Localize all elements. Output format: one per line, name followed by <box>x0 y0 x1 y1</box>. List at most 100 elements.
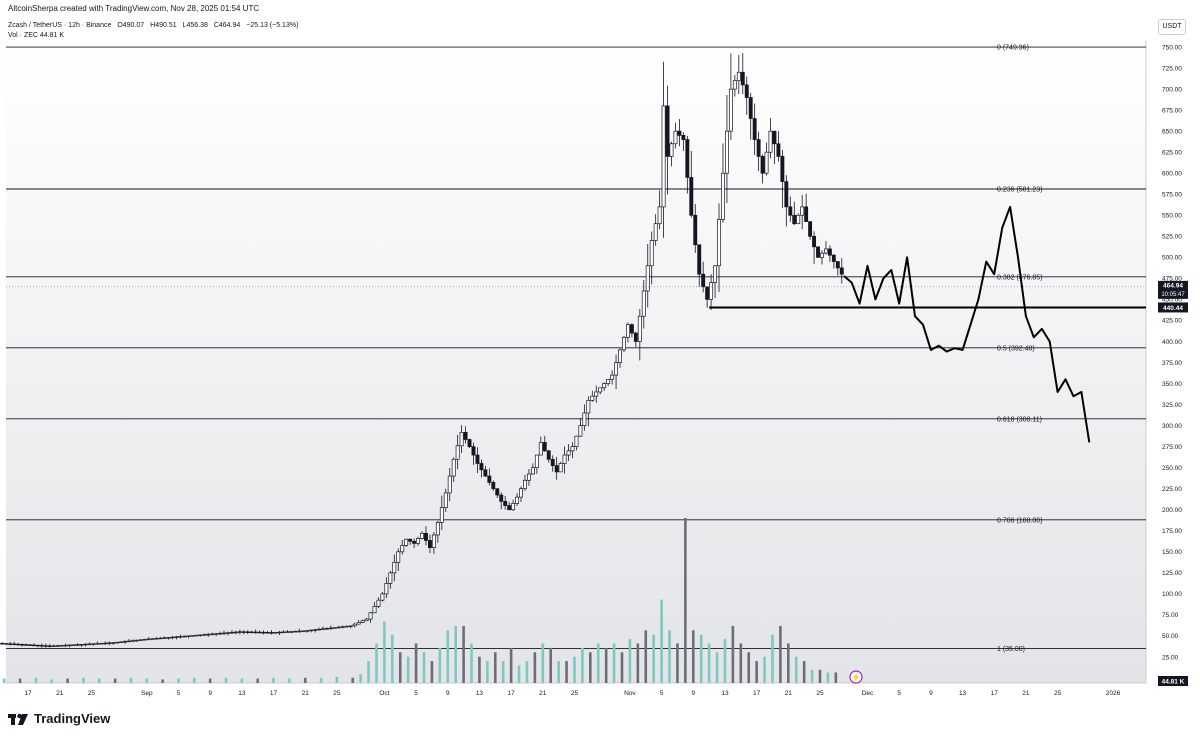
volume-bar <box>319 677 323 683</box>
candle-body <box>839 267 844 275</box>
time-tick-label: 2026 <box>1106 690 1121 697</box>
support-price-tag <box>1158 302 1188 313</box>
volume-bar <box>129 677 133 683</box>
price-tick-label: 125.00 <box>1162 570 1182 577</box>
volume-bar <box>581 647 584 683</box>
volume-bar <box>644 630 648 683</box>
volume-bar <box>771 634 774 683</box>
volume-bar <box>82 677 85 683</box>
volume-bar <box>589 652 592 683</box>
volume-bar <box>272 677 275 683</box>
candle-body <box>665 105 670 157</box>
candle-body <box>20 643 25 646</box>
candle-body <box>336 626 341 629</box>
candle-body <box>800 206 805 216</box>
time-tick-label: 17 <box>270 690 278 697</box>
time-tick-label: 9 <box>446 690 450 697</box>
time-axis[interactable]: 17 21 25 Sep 5 9 13 17 21 25 Oct 5 9 13 17 21 25 Nov 5 9 13 1… <box>24 690 1120 697</box>
candle-body <box>115 641 120 644</box>
volume-bar <box>462 625 465 683</box>
candle-body <box>550 458 555 466</box>
open-value: O490.07 <box>117 22 145 29</box>
candle-body <box>95 643 100 645</box>
candle-body <box>542 442 547 452</box>
candle-body <box>309 629 314 632</box>
candle-body <box>111 642 116 644</box>
candle-body <box>412 540 417 544</box>
candle-body <box>661 105 666 208</box>
tradingview-logo[interactable]: TradingView <box>8 711 110 726</box>
candle-body <box>756 139 761 157</box>
candle-body <box>439 507 444 523</box>
volume-bar <box>161 679 164 683</box>
candle-body <box>107 642 112 645</box>
candle-body <box>0 642 5 645</box>
price-tick-label: 400.00 <box>1162 339 1182 346</box>
candle-body <box>637 315 642 342</box>
candle-body <box>202 634 207 636</box>
volume-bar <box>707 643 711 683</box>
time-tick-label: 13 <box>476 690 484 697</box>
candle-body <box>154 638 159 640</box>
candle-body <box>91 643 96 645</box>
close-value: C464.94 <box>213 22 241 29</box>
price-tick-label: 600.00 <box>1162 171 1182 178</box>
volume-bar <box>763 656 766 683</box>
volume-bar <box>660 599 663 683</box>
candle-body <box>788 206 793 216</box>
time-tick-label: 9 <box>691 690 695 697</box>
candle-body <box>261 631 266 634</box>
lightning-badge-circle[interactable] <box>849 670 863 684</box>
candle-body <box>451 458 456 477</box>
price-tick-label: 675.00 <box>1162 107 1182 114</box>
time-tick-label: 21 <box>302 690 310 697</box>
time-tick-label: 13 <box>721 690 729 697</box>
candle-body <box>99 642 104 645</box>
volume-bar <box>739 643 743 683</box>
candle-body <box>127 640 131 643</box>
price-tick-label: 175.00 <box>1162 528 1182 535</box>
symbol-title[interactable]: Zcash / TetherUS · 12h · Binance <box>8 22 112 29</box>
candle-body <box>724 130 729 174</box>
candle-body <box>808 221 813 237</box>
time-tick-label: 5 <box>660 690 664 697</box>
volume-tag <box>1158 676 1188 686</box>
candle-body <box>269 632 274 634</box>
candle-body <box>67 644 72 647</box>
candle-body <box>424 532 428 541</box>
price-tick-label: 50.00 <box>1162 633 1179 640</box>
candle-body <box>4 643 9 645</box>
candle-body <box>344 625 349 628</box>
candle-body <box>776 143 781 157</box>
fib-retracement[interactable]: 0 (749.96)0.236 (581.23)0.382 (476.85)0.… <box>6 45 1146 653</box>
forecast-drawing[interactable] <box>843 205 1091 443</box>
candle-body <box>404 538 409 546</box>
candle-body <box>721 172 725 220</box>
candle-body <box>340 626 345 628</box>
candle-body <box>317 628 322 631</box>
time-tick-label: 17 <box>24 690 32 697</box>
candle-body <box>827 248 832 256</box>
price-axis[interactable]: 750.00 725.00 700.00 675.00 650.00 625.00 600.… <box>1162 44 1182 682</box>
candle-body <box>728 88 733 132</box>
volume-bar <box>604 647 608 683</box>
volume-bar <box>747 652 751 683</box>
tradingview-logo-icon <box>8 713 28 725</box>
brand-name: TradingView <box>34 711 111 726</box>
volume-bar <box>288 678 291 683</box>
candle-body <box>546 450 551 460</box>
currency-selector[interactable]: USDT <box>1158 19 1186 35</box>
volume-bar <box>549 647 553 683</box>
created-by-caption: AltcoinSherpa created with TradingView.c… <box>8 4 260 13</box>
replay-badge[interactable]: ⚡ <box>849 670 863 684</box>
candle-body <box>554 465 559 473</box>
candle-body <box>372 606 377 614</box>
candle-body <box>511 503 516 511</box>
candle-body <box>558 463 563 473</box>
candle-body <box>523 479 527 490</box>
candle-body <box>768 130 773 153</box>
price-tick-label: 300.00 <box>1162 423 1182 430</box>
candle-body <box>174 636 179 638</box>
candle-body <box>641 290 646 317</box>
